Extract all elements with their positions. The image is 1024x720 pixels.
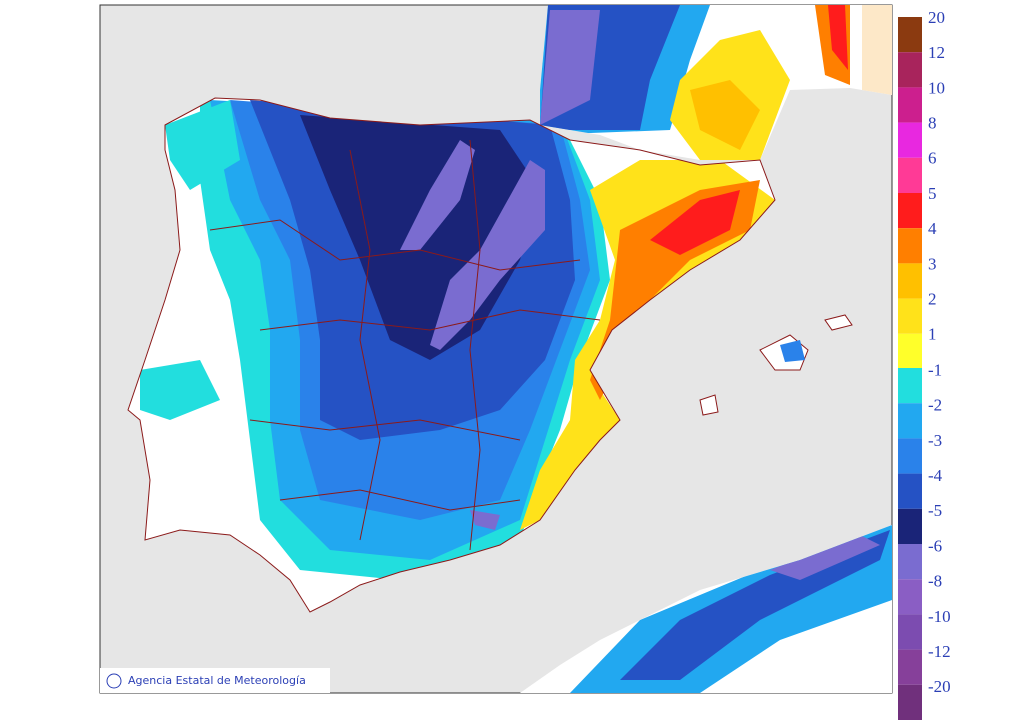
legend-swatch bbox=[898, 17, 922, 53]
area bbox=[862, 5, 892, 95]
legend-swatch bbox=[898, 368, 922, 404]
legend-swatch bbox=[898, 333, 922, 369]
iberia-anomaly bbox=[140, 100, 775, 580]
legend-swatch bbox=[898, 228, 922, 264]
legend-swatch bbox=[898, 684, 922, 720]
legend-swatch bbox=[898, 544, 922, 580]
legend-swatch bbox=[898, 193, 922, 229]
legend-label: 2 bbox=[928, 290, 937, 309]
legend-label: -10 bbox=[928, 607, 951, 626]
credit-box: Agencia Estatal de Meteorología bbox=[100, 668, 330, 693]
menorca bbox=[824, 314, 853, 331]
legend-label: 3 bbox=[928, 254, 937, 273]
area bbox=[400, 140, 475, 250]
credit-text: Agencia Estatal de Meteorología bbox=[128, 674, 306, 687]
area bbox=[430, 160, 545, 350]
legend-label: 12 bbox=[928, 43, 945, 62]
area bbox=[520, 160, 775, 530]
legend-label: 8 bbox=[928, 114, 937, 133]
legend-swatch bbox=[898, 579, 922, 615]
province-borders bbox=[209, 139, 601, 551]
ibiza bbox=[699, 394, 719, 416]
copyright-icon bbox=[106, 673, 122, 689]
area bbox=[650, 190, 740, 255]
legend-swatch bbox=[898, 473, 922, 509]
legend-swatch bbox=[898, 157, 922, 193]
legend-label: 1 bbox=[928, 325, 937, 344]
legend-label: -2 bbox=[928, 396, 942, 415]
coastline bbox=[127, 97, 776, 613]
area bbox=[165, 100, 240, 190]
legend-label: 6 bbox=[928, 149, 937, 168]
legend-label: -6 bbox=[928, 536, 942, 555]
area bbox=[140, 360, 220, 420]
legend-swatch bbox=[898, 649, 922, 685]
africa-anomaly bbox=[570, 525, 892, 693]
legend-label: -5 bbox=[928, 501, 942, 520]
area bbox=[690, 80, 760, 150]
area bbox=[770, 535, 880, 580]
legend-label: -3 bbox=[928, 431, 942, 450]
legend-label: 5 bbox=[928, 184, 937, 203]
legend-label: -20 bbox=[928, 677, 951, 696]
legend-label: -4 bbox=[928, 466, 943, 485]
area bbox=[470, 510, 500, 530]
legend-label: -8 bbox=[928, 572, 942, 591]
legend-swatch bbox=[898, 122, 922, 158]
legend-swatch bbox=[898, 438, 922, 474]
legend-swatch bbox=[898, 87, 922, 123]
legend-label: -12 bbox=[928, 642, 951, 661]
mallorca-anomaly bbox=[780, 340, 805, 362]
area bbox=[540, 10, 600, 125]
area bbox=[828, 5, 848, 70]
legend-swatch bbox=[898, 52, 922, 88]
legend: 20 12 10 8 6 5 4 3 2 1 -1 -2 -3 -4 -5 -6 -8 -10 -12 -20 bbox=[898, 8, 951, 720]
legend-label: 10 bbox=[928, 78, 945, 97]
legend-label: 4 bbox=[928, 219, 937, 238]
legend-swatch bbox=[898, 508, 922, 544]
france-anomaly bbox=[540, 5, 892, 160]
legend-swatch bbox=[898, 614, 922, 650]
legend-swatch bbox=[898, 263, 922, 299]
legend-swatch bbox=[898, 403, 922, 439]
legend-label: 20 bbox=[928, 8, 945, 27]
legend-label: -1 bbox=[928, 360, 942, 379]
legend-swatch bbox=[898, 298, 922, 334]
credit-background bbox=[100, 668, 330, 693]
